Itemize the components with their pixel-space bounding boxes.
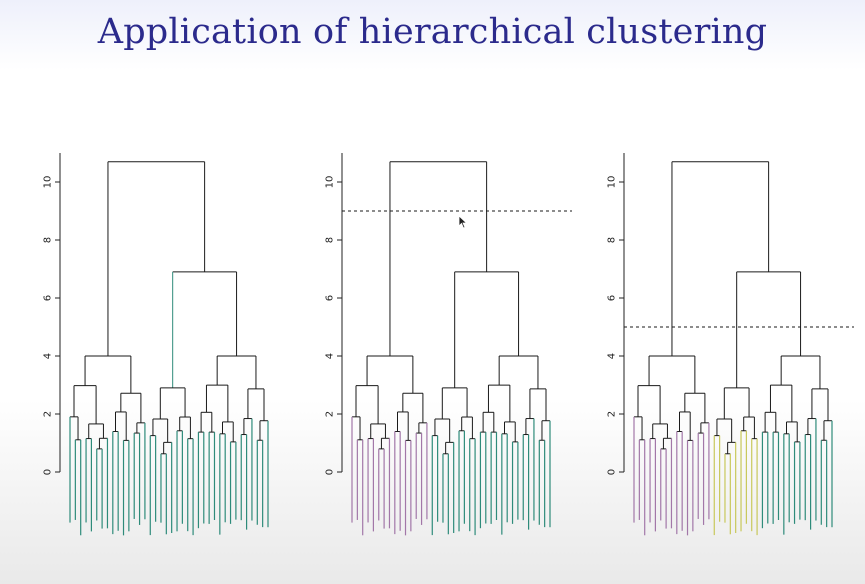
y-tick-label: 6 bbox=[43, 295, 54, 301]
y-tick-label: 8 bbox=[43, 237, 54, 243]
y-tick-label: 10 bbox=[43, 176, 54, 189]
y-tick-label: 10 bbox=[325, 176, 336, 189]
y-tick-label: 10 bbox=[607, 176, 618, 189]
y-tick-label: 0 bbox=[43, 469, 54, 475]
dendrogram-panel-2: 0 2 4 6 8 10 bbox=[302, 140, 584, 540]
y-tick-label: 4 bbox=[325, 353, 336, 359]
y-tick-label: 4 bbox=[43, 353, 54, 359]
y-tick-label: 0 bbox=[607, 469, 618, 475]
dendrogram-2: 0 2 4 6 8 10 bbox=[325, 153, 572, 536]
mouse-pointer-icon bbox=[458, 214, 468, 233]
y-tick-label: 2 bbox=[325, 411, 336, 417]
y-tick-label: 2 bbox=[43, 411, 54, 417]
y-tick-label: 8 bbox=[607, 237, 618, 243]
slide-title: Application of hierarchical clustering bbox=[97, 12, 768, 52]
dendrogram-panel-3: 0 2 4 6 8 10 bbox=[584, 140, 865, 540]
y-tick-label: 8 bbox=[325, 237, 336, 243]
dendrogram-1: 0 2 4 6 8 10 bbox=[43, 153, 269, 536]
dendrogram-3: 0 2 4 6 8 10 bbox=[607, 153, 854, 536]
dendrogram-panel-1: 0 2 4 6 8 10 bbox=[20, 140, 302, 540]
y-tick-label: 0 bbox=[325, 469, 336, 475]
y-tick-label: 6 bbox=[607, 295, 618, 301]
y-tick-label: 6 bbox=[325, 295, 336, 301]
y-tick-label: 4 bbox=[607, 353, 618, 359]
y-tick-label: 2 bbox=[607, 411, 618, 417]
